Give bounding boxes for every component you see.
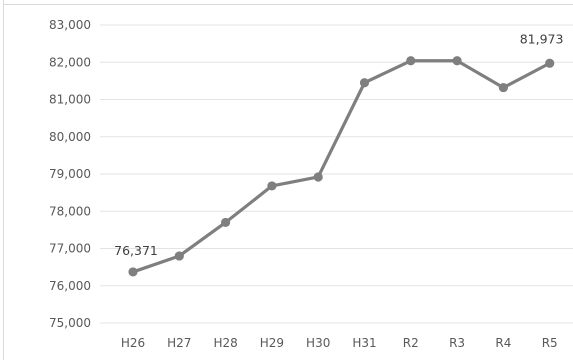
data-point-marker bbox=[359, 78, 370, 88]
data-point-marker bbox=[498, 82, 508, 93]
y-tick-label: 75,000 bbox=[49, 316, 91, 330]
data-point-marker bbox=[545, 58, 555, 68]
y-tick-label: 81,000 bbox=[49, 93, 91, 107]
data-point-marker bbox=[174, 251, 184, 261]
data-labels: 76,371 81,973 bbox=[114, 31, 563, 258]
y-tick-label: 83,000 bbox=[49, 18, 91, 32]
x-tick-label: H29 bbox=[260, 336, 284, 350]
y-axis-tick-labels: 75,000 76,000 77,000 78,000 79,000 80,000 81,0… bbox=[49, 18, 91, 330]
data-point-marker bbox=[452, 56, 462, 66]
series-markers bbox=[128, 56, 555, 277]
y-tick-label: 77,000 bbox=[49, 242, 91, 256]
x-tick-label: H31 bbox=[352, 336, 376, 350]
x-tick-label: H26 bbox=[121, 336, 145, 350]
data-point-marker bbox=[267, 181, 277, 191]
y-tick-label: 76,000 bbox=[49, 279, 91, 293]
series-line-path bbox=[131, 59, 552, 274]
chart-frame-top bbox=[3, 4, 573, 5]
y-tick-label: 80,000 bbox=[49, 130, 91, 144]
y-tick-label: 82,000 bbox=[49, 55, 91, 69]
x-tick-label: R2 bbox=[403, 336, 419, 350]
y-tick-label: 78,000 bbox=[49, 204, 91, 218]
data-point-marker bbox=[221, 217, 231, 228]
x-tick-label: H28 bbox=[213, 336, 237, 350]
x-tick-label: R3 bbox=[449, 336, 465, 350]
data-label: 81,973 bbox=[520, 31, 564, 46]
series-line bbox=[131, 59, 552, 274]
x-axis-tick-labels: H26 H27 H28 H29 H30 H31 R2 R3 R4 R5 bbox=[121, 336, 558, 350]
data-point-marker bbox=[406, 56, 416, 66]
x-tick-label: R4 bbox=[495, 336, 511, 350]
x-tick-label: H27 bbox=[167, 336, 191, 350]
data-point-marker bbox=[313, 172, 323, 182]
y-tick-label: 79,000 bbox=[49, 167, 91, 181]
chart-frame-left bbox=[3, 0, 4, 360]
x-tick-label: H30 bbox=[306, 336, 330, 350]
data-label: 76,371 bbox=[114, 243, 158, 258]
x-tick-label: R5 bbox=[542, 336, 558, 350]
gridlines bbox=[100, 24, 573, 324]
data-point-marker bbox=[128, 267, 138, 277]
